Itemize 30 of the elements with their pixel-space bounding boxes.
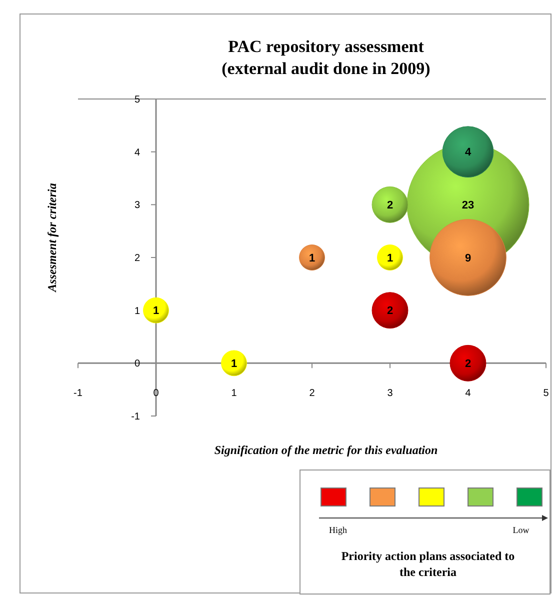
x-tick-label: 4	[465, 388, 472, 400]
data-label: 1	[308, 252, 316, 264]
y-tick-label: 2	[134, 253, 140, 264]
y-tick-label: 5	[134, 94, 140, 106]
x-tick-label: -1	[74, 388, 83, 400]
data-label: 23	[462, 200, 474, 212]
x-tick-label: 1	[231, 388, 238, 400]
data-label: 1	[386, 252, 394, 264]
data-label: 1	[152, 305, 160, 318]
data-label: 2	[464, 358, 472, 370]
x-axis-title: Signification of the metric for this evaluation	[214, 443, 438, 457]
y-axis-title: Assesment for criteria	[45, 183, 59, 293]
y-tick-label: 0	[134, 358, 140, 370]
text: Low	[512, 525, 530, 535]
x-tick-label: 0	[153, 388, 160, 400]
legend-title: Priority action plans associated to the criteria	[341, 549, 515, 579]
y-tick-label: 3	[134, 200, 140, 212]
x-tick-label: 2	[309, 388, 316, 400]
data-label: 2	[386, 200, 394, 212]
text: High	[329, 525, 348, 535]
y-tick-label: 4	[134, 147, 140, 158]
x-tick-label: 3	[387, 388, 394, 400]
data-label: 9	[464, 252, 472, 264]
y-tick-label: -1	[131, 412, 140, 422]
x-tick-label: 5	[543, 388, 550, 400]
chart-title: PAC repository assessment (external audit done in 2009)	[222, 37, 430, 78]
data-label: 1	[230, 358, 238, 370]
data-label: 2	[386, 305, 394, 318]
y-tick-label: 1	[134, 306, 140, 317]
data-label: 4	[464, 146, 472, 159]
